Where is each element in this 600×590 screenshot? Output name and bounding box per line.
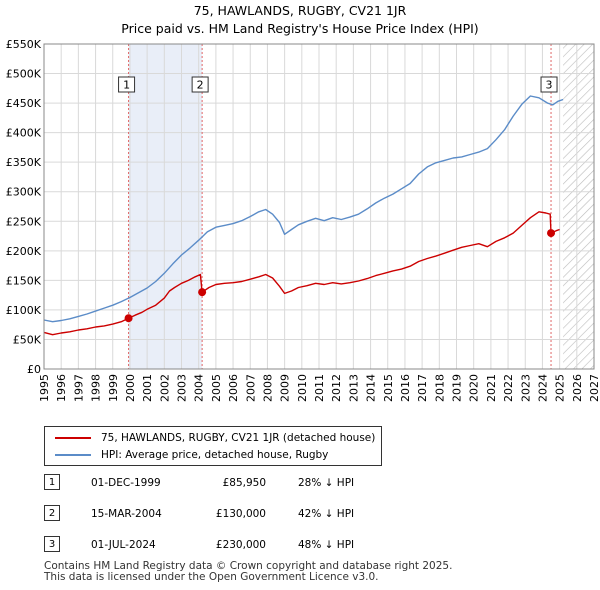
x-tick-label: 2026 xyxy=(571,374,584,402)
sale-number-badge: 1 xyxy=(44,474,60,490)
sale-point xyxy=(198,288,207,297)
x-tick-label: 2014 xyxy=(365,374,378,402)
sale-marker-number: 3 xyxy=(546,79,553,92)
y-tick-label: £150K xyxy=(6,274,42,287)
sale-marker-number: 1 xyxy=(123,79,130,92)
y-tick-label: £200K xyxy=(6,245,42,258)
sale-price: £130,000 xyxy=(215,508,266,520)
sale-row-3: 3 01-JUL-2024 £230,000 48% ↓ HPI xyxy=(44,536,444,554)
x-tick-label: 1999 xyxy=(107,374,120,402)
y-tick-label: £100K xyxy=(6,304,42,317)
x-tick-label: 2021 xyxy=(485,374,498,402)
sale-row-1: 1 01-DEC-1999 £85,950 28% ↓ HPI xyxy=(44,474,444,492)
x-tick-label: 2004 xyxy=(193,374,206,402)
y-tick-label: £250K xyxy=(6,215,42,228)
sale-number-badge: 3 xyxy=(44,536,60,552)
forecast-hatch xyxy=(563,44,594,369)
sale-point xyxy=(124,314,133,323)
legend-swatch-hpi xyxy=(55,454,91,456)
sale-price: £230,000 xyxy=(215,539,266,551)
x-tick-label: 2012 xyxy=(330,374,343,402)
x-tick-label: 1995 xyxy=(38,374,51,402)
hpi-line xyxy=(43,95,564,323)
sale-marker-badge xyxy=(191,76,209,93)
y-tick-label: £350K xyxy=(6,156,42,169)
sale-date: 01-DEC-1999 xyxy=(91,477,161,489)
x-tick-label: 2016 xyxy=(399,374,412,402)
attribution-line-1: Contains HM Land Registry data © Crown c… xyxy=(44,560,453,572)
y-tick-label: £400K xyxy=(6,127,42,140)
legend-swatch-property xyxy=(55,437,91,439)
sale-date: 01-JUL-2024 xyxy=(91,539,156,551)
holding-period-shade xyxy=(128,44,203,369)
x-tick-label: 2007 xyxy=(244,374,257,402)
sale-hpi-diff: 42% ↓ HPI xyxy=(298,508,355,520)
x-tick-label: 2011 xyxy=(313,374,326,402)
attribution-footer: Contains HM Land Registry data © Crown c… xyxy=(44,561,452,583)
property-price-line xyxy=(43,211,560,336)
x-tick-label: 2020 xyxy=(468,374,481,402)
attribution-line-2: This data is licensed under the Open Gov… xyxy=(44,571,379,583)
y-tick-label: £300K xyxy=(6,186,42,199)
y-tick-label: £500K xyxy=(6,68,42,81)
chart-legend: 75, HAWLANDS, RUGBY, CV21 1JR (detached … xyxy=(44,426,382,466)
sale-hpi-diff: 28% ↓ HPI xyxy=(298,477,355,489)
sale-number-badge: 2 xyxy=(44,505,60,521)
x-tick-label: 2018 xyxy=(433,374,446,402)
x-tick-label: 2022 xyxy=(502,374,515,402)
legend-label-hpi: HPI: Average price, detached house, Rugb… xyxy=(101,449,329,461)
sale-hpi-diff: 48% ↓ HPI xyxy=(298,539,355,551)
chart-title-line-1: 75, HAWLANDS, RUGBY, CV21 1JR xyxy=(193,3,407,18)
sale-point xyxy=(547,229,556,238)
y-tick-label: £450K xyxy=(6,97,42,110)
x-tick-label: 2000 xyxy=(124,374,137,402)
y-tick-label: £0 xyxy=(27,363,41,376)
x-tick-label: 2008 xyxy=(261,374,274,402)
sale-marker-badge xyxy=(540,76,558,93)
x-tick-label: 1998 xyxy=(90,374,103,402)
x-tick-label: 2006 xyxy=(227,374,240,402)
x-tick-label: 2024 xyxy=(536,374,549,402)
sale-price: £85,950 xyxy=(222,477,266,489)
sale-marker-number: 2 xyxy=(197,79,204,92)
x-tick-label: 2005 xyxy=(210,374,223,402)
x-tick-label: 1996 xyxy=(55,374,68,402)
x-tick-label: 2009 xyxy=(279,374,292,402)
x-tick-label: 2019 xyxy=(451,374,464,402)
x-tick-label: 2015 xyxy=(382,374,395,402)
x-tick-label: 2003 xyxy=(176,374,189,402)
x-tick-label: 2017 xyxy=(416,374,429,402)
sale-date: 15-MAR-2004 xyxy=(91,508,162,520)
x-tick-label: 2023 xyxy=(519,374,532,402)
sale-row-2: 2 15-MAR-2004 £130,000 42% ↓ HPI xyxy=(44,505,444,523)
x-tick-label: 2013 xyxy=(347,374,360,402)
x-tick-label: 2010 xyxy=(296,374,309,402)
x-tick-label: 2025 xyxy=(554,374,567,402)
chart-title: 75, HAWLANDS, RUGBY, CV21 1JR Price paid… xyxy=(0,2,600,38)
legend-label-property: 75, HAWLANDS, RUGBY, CV21 1JR (detached … xyxy=(101,432,376,444)
x-tick-label: 2001 xyxy=(141,374,154,402)
y-tick-label: £550K xyxy=(6,38,42,51)
sale-marker-badge xyxy=(118,76,136,93)
x-tick-label: 2002 xyxy=(158,374,171,402)
price-chart: 1 2 3 £0 £50K £100K £150K £200K £250K £300K £350K… xyxy=(6,38,600,402)
x-tick-label: 1997 xyxy=(72,374,85,402)
plot-frame xyxy=(43,43,595,370)
y-tick-label: £50K xyxy=(13,333,42,346)
chart-title-line-2: Price paid vs. HM Land Registry's House … xyxy=(121,21,479,36)
x-tick-label: 2027 xyxy=(588,374,600,402)
